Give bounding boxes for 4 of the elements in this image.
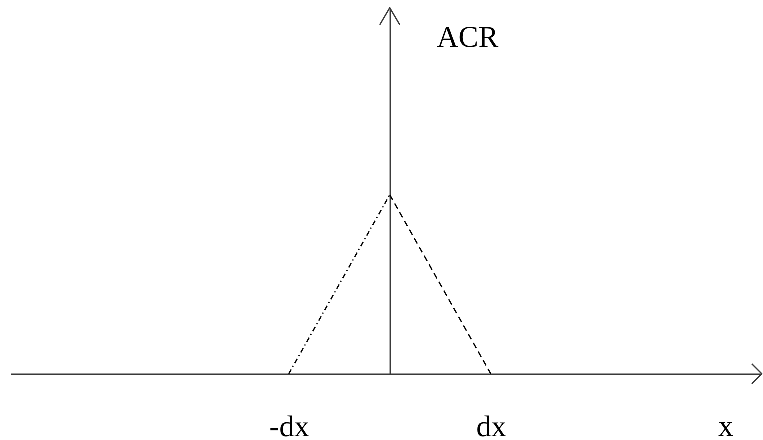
- x-tick-label: dx: [476, 410, 506, 440]
- text: x: [718, 410, 734, 440]
- x-tick-label: -dx: [270, 410, 310, 440]
- text: ACR: [437, 21, 499, 54]
